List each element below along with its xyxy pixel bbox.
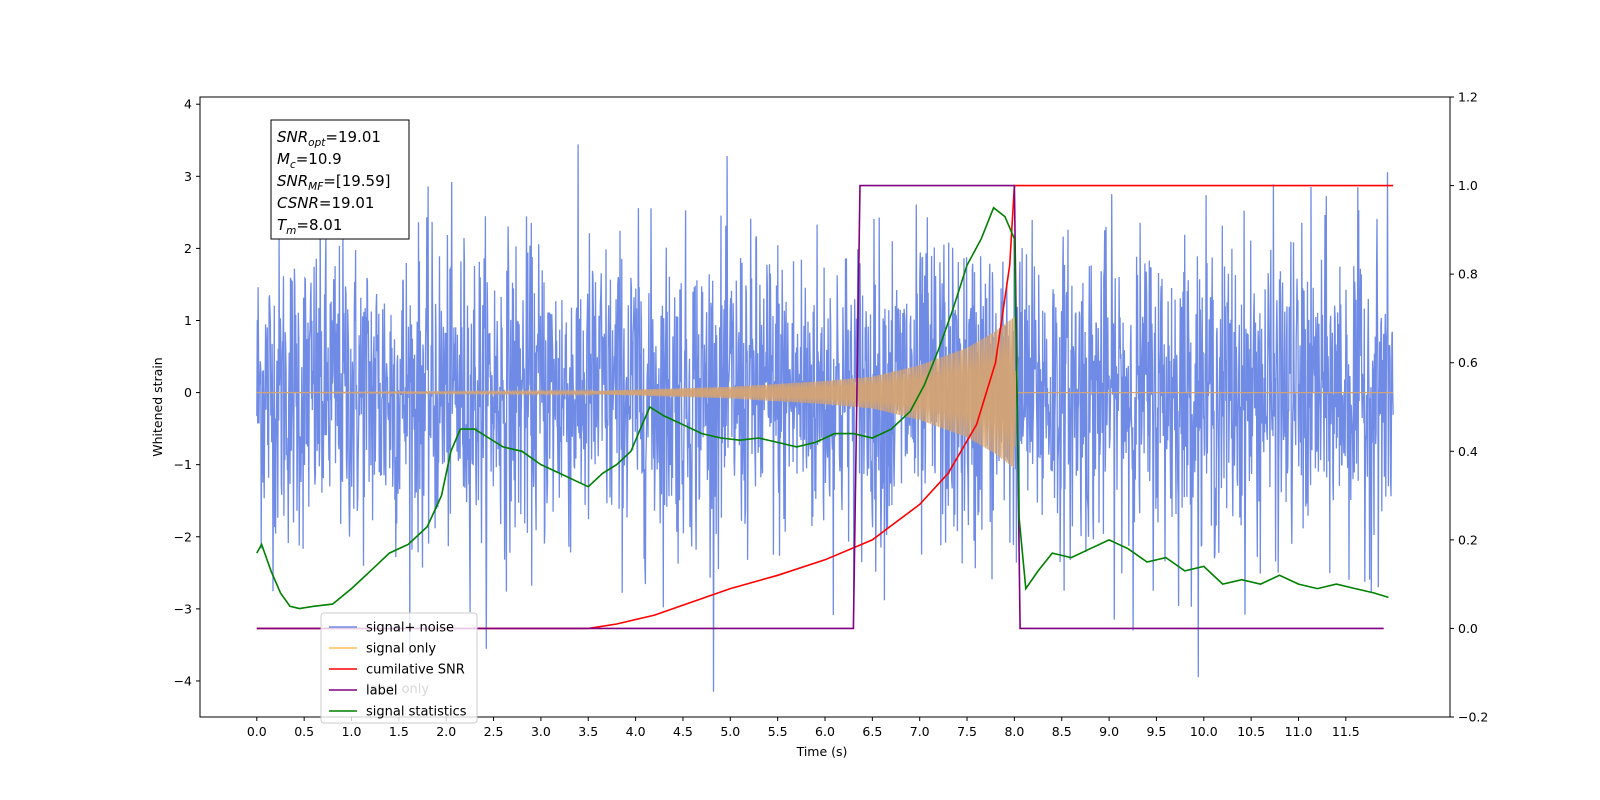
x-tick-label: 1.0 <box>342 724 362 739</box>
y-left-tick-label: −3 <box>174 601 192 616</box>
legend-label: cumilative SNR <box>366 663 465 678</box>
legend-label: label <box>366 684 397 699</box>
x-tick-label: 9.0 <box>1099 724 1119 739</box>
y-left-tick-label: 1 <box>184 313 192 328</box>
x-tick-label: 3.0 <box>531 724 551 739</box>
y-right-tick-label: 1.0 <box>1458 178 1478 193</box>
x-axis-label: Time (s) <box>796 744 848 759</box>
legend-label: signal statistics <box>366 705 467 720</box>
x-tick-label: 7.5 <box>957 724 977 739</box>
x-tick-label: 11.5 <box>1332 724 1360 739</box>
series-cumulative-snr <box>256 184 1394 630</box>
y-right-tick-label: 0.2 <box>1458 532 1478 547</box>
x-tick-label: 10.0 <box>1190 724 1218 739</box>
y-left-tick-label: 4 <box>184 97 192 112</box>
series-signal-statistics <box>256 206 1389 610</box>
y-left-tick-label: 3 <box>184 169 192 184</box>
x-tick-label: 8.0 <box>1004 724 1024 739</box>
x-tick-label: 4.5 <box>673 724 693 739</box>
x-tick-label: 2.5 <box>484 724 504 739</box>
x-tick-label: 3.5 <box>578 724 598 739</box>
x-tick-label: 6.0 <box>815 724 835 739</box>
y-left-tick-label: 2 <box>184 241 192 256</box>
y-right-tick-label: 0.0 <box>1458 621 1478 636</box>
legend: label only signal+ noise signal only cumil… <box>320 612 478 724</box>
x-tick-label: 0.0 <box>247 724 267 739</box>
legend-hidden-text: label only <box>366 682 429 697</box>
y-right-tick-label: 0.6 <box>1458 355 1478 370</box>
annotation-line: CSNR=19.01 <box>277 194 374 212</box>
x-tick-label: 9.5 <box>1146 724 1166 739</box>
legend-label: signal+ noise <box>366 621 454 636</box>
x-tick-label: 0.5 <box>294 724 314 739</box>
y-left-tick-label: 0 <box>184 385 192 400</box>
x-tick-label: 5.5 <box>768 724 788 739</box>
y-left-tick-label: −2 <box>174 529 192 544</box>
legend-label: signal only <box>366 642 436 657</box>
y-axis-right-ticks: 1.2 1.0 0.8 0.6 0.4 0.2 0.0 −0.2 <box>1450 90 1488 725</box>
x-tick-label: 10.5 <box>1237 724 1265 739</box>
y-right-tick-label: −0.2 <box>1458 710 1488 725</box>
x-tick-label: 5.0 <box>720 724 740 739</box>
x-tick-label: 2.0 <box>436 724 456 739</box>
x-tick-label: 4.0 <box>626 724 646 739</box>
plot-area <box>256 144 1394 692</box>
y-right-tick-label: 0.8 <box>1458 267 1478 282</box>
y-right-tick-label: 0.4 <box>1458 444 1478 459</box>
x-tick-label: 8.5 <box>1052 724 1072 739</box>
x-tick-label: 7.0 <box>910 724 930 739</box>
x-tick-label: 11.0 <box>1285 724 1313 739</box>
y-right-tick-label: 1.2 <box>1458 90 1478 105</box>
annotation-box: SNRopt=19.01Mc=10.9SNRMF=[19.59]CSNR=19.… <box>270 119 410 240</box>
y-left-tick-label: −4 <box>174 673 192 688</box>
annotation-line: Mc=10.9 <box>277 150 342 171</box>
y-left-tick-label: −1 <box>174 457 192 472</box>
annotation-line: SNRopt=19.01 <box>277 128 381 149</box>
series-signal-only <box>256 317 1394 468</box>
annotation-line: Tm=8.01 <box>277 216 342 237</box>
x-tick-label: 6.5 <box>862 724 882 739</box>
y-axis-label: Whitened strain <box>150 357 165 456</box>
series-signal-noise <box>256 144 1394 692</box>
series-label <box>256 184 1384 630</box>
annotation-line: SNRMF=[19.59] <box>277 172 391 193</box>
x-tick-label: 1.5 <box>389 724 409 739</box>
y-axis-left-ticks: 4 3 2 1 0 −1 −2 −3 −4 <box>174 97 200 688</box>
x-axis-ticks: 0.0 0.5 1.0 1.5 2.0 2.5 3.0 3.5 4.0 4.5 5.0 5.5 6.0 6… <box>247 717 1360 739</box>
